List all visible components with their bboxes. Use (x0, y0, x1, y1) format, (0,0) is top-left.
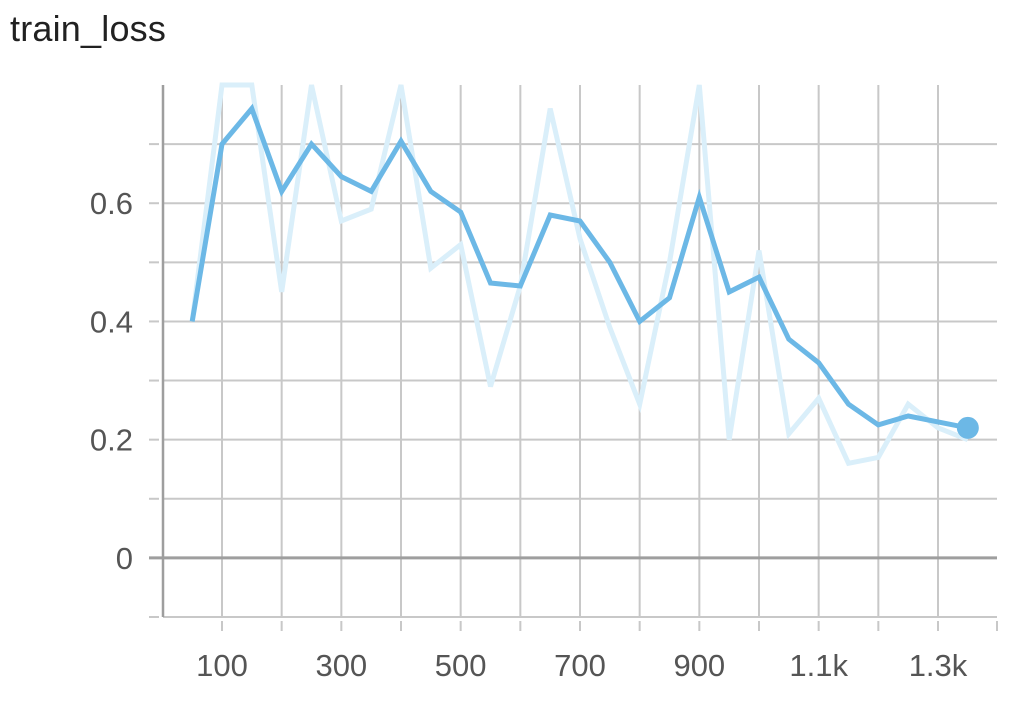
x-tick-label: 700 (554, 648, 606, 683)
chart-title: train_loss (10, 8, 167, 49)
raw-series-line (189, 82, 969, 467)
y-tick-label: 0.2 (90, 423, 133, 458)
last-point-marker (956, 416, 979, 439)
series (189, 82, 979, 467)
x-tick-label: 1.3k (909, 648, 968, 683)
y-tick-label: 0 (116, 541, 133, 576)
x-tick-label: 900 (673, 648, 725, 683)
y-tick-label: 0.4 (90, 304, 133, 339)
x-tick-label: 100 (196, 648, 248, 683)
smoothed-series-line (189, 103, 969, 431)
x-tick-label: 300 (315, 648, 367, 683)
grid-lines (149, 85, 998, 631)
axes (149, 85, 997, 617)
x-tick-label: 1.1k (789, 648, 848, 683)
tick-labels: 100 300 500 700 900 1.1k 1.3k 0 0.2 0.4 0.6 (90, 186, 968, 683)
y-tick-label: 0.6 (90, 186, 133, 221)
x-tick-label: 500 (435, 648, 487, 683)
